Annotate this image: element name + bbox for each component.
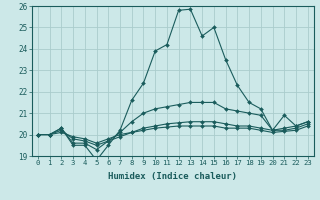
X-axis label: Humidex (Indice chaleur): Humidex (Indice chaleur) [108, 172, 237, 181]
